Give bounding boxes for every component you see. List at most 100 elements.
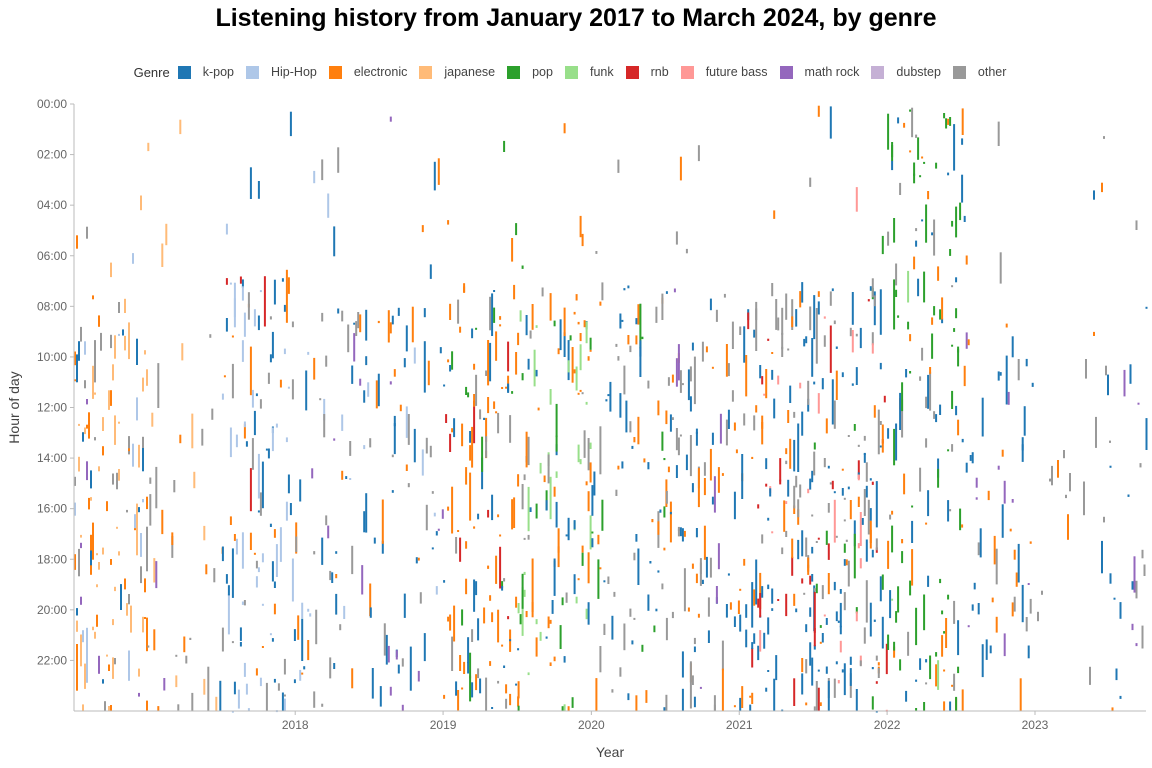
listening-mark [264, 276, 266, 326]
listening-mark [686, 249, 688, 253]
listening-mark [92, 295, 94, 299]
listening-mark [1057, 460, 1059, 478]
listening-mark [964, 216, 966, 222]
listening-mark [144, 617, 146, 619]
listening-mark [832, 379, 834, 424]
listening-mark [909, 150, 911, 152]
listening-mark [80, 327, 82, 342]
listening-mark [899, 659, 901, 670]
listening-mark [739, 589, 741, 591]
listening-mark [1030, 541, 1032, 543]
listening-mark [530, 507, 532, 512]
listening-mark [854, 424, 856, 431]
listening-mark [893, 429, 895, 465]
listening-mark [1022, 585, 1024, 622]
listening-mark [321, 313, 323, 322]
listening-mark [550, 293, 552, 321]
listening-mark [578, 322, 580, 325]
listening-mark [909, 110, 911, 112]
listening-mark [262, 462, 264, 509]
listening-mark [1026, 617, 1028, 631]
listening-mark [955, 406, 957, 415]
listening-mark [518, 603, 520, 613]
listening-mark [554, 559, 556, 596]
listening-mark [627, 335, 629, 344]
listening-mark [639, 340, 641, 356]
listening-mark [341, 415, 343, 431]
listening-mark [663, 458, 665, 460]
listening-mark [84, 341, 86, 354]
listening-mark [931, 232, 933, 235]
listening-mark [528, 487, 530, 531]
listening-mark [919, 376, 921, 380]
listening-mark [122, 329, 124, 335]
listening-mark [128, 594, 130, 604]
listening-mark [807, 489, 809, 493]
listening-mark [670, 512, 672, 514]
listening-mark [1067, 514, 1069, 540]
listening-mark [882, 575, 884, 590]
listening-mark [406, 406, 408, 438]
listening-mark [830, 326, 832, 373]
listening-mark [878, 668, 880, 678]
listening-mark [722, 641, 724, 671]
listening-mark [457, 690, 459, 710]
listening-mark [363, 390, 365, 402]
listening-mark [1006, 324, 1008, 328]
listening-mark [953, 601, 955, 624]
listening-mark [112, 657, 114, 679]
listening-mark [442, 509, 444, 519]
listening-mark [520, 310, 522, 321]
listening-mark [284, 659, 286, 675]
listening-mark [599, 646, 601, 672]
listening-mark [666, 291, 668, 294]
listening-mark [913, 163, 915, 184]
listening-mark [811, 574, 813, 582]
listening-mark [945, 618, 947, 648]
listening-mark [88, 412, 90, 438]
y-tick-label: 08:00 [37, 299, 67, 313]
listening-mark [463, 283, 465, 293]
listening-mark [142, 499, 144, 502]
listening-mark [351, 366, 353, 384]
listening-mark [128, 436, 130, 454]
listening-mark [1030, 599, 1032, 614]
listening-mark [961, 175, 963, 203]
listening-mark [842, 372, 844, 377]
listening-mark [657, 401, 659, 416]
listening-mark [874, 405, 876, 418]
listening-mark [104, 701, 106, 711]
listening-mark [517, 648, 519, 650]
listening-mark [1000, 252, 1002, 283]
listening-mark [408, 414, 410, 445]
listening-mark [793, 486, 795, 509]
listening-mark [761, 416, 763, 445]
listening-mark [850, 668, 852, 686]
listening-mark [284, 349, 286, 355]
listening-mark [771, 370, 773, 380]
listening-mark [925, 659, 927, 662]
listening-mark [76, 608, 78, 615]
listening-mark [807, 558, 809, 575]
listening-mark [305, 371, 307, 411]
listening-mark [844, 559, 846, 566]
listening-mark [114, 415, 116, 445]
listening-mark [286, 502, 288, 521]
listening-mark [414, 348, 416, 364]
listening-mark [1120, 696, 1122, 699]
listening-mark [880, 421, 882, 425]
listening-mark [374, 538, 376, 544]
listening-mark [207, 667, 209, 711]
listening-mark [633, 618, 635, 620]
listening-mark [582, 392, 584, 394]
listening-mark [479, 409, 481, 419]
listening-mark [132, 253, 134, 264]
listening-mark [530, 331, 532, 339]
listening-mark [171, 532, 173, 545]
listening-mark [313, 171, 315, 183]
listening-mark [144, 350, 146, 354]
listening-mark [505, 684, 507, 693]
listening-mark [272, 332, 274, 358]
listening-mark [341, 311, 343, 322]
listening-mark [175, 675, 177, 687]
